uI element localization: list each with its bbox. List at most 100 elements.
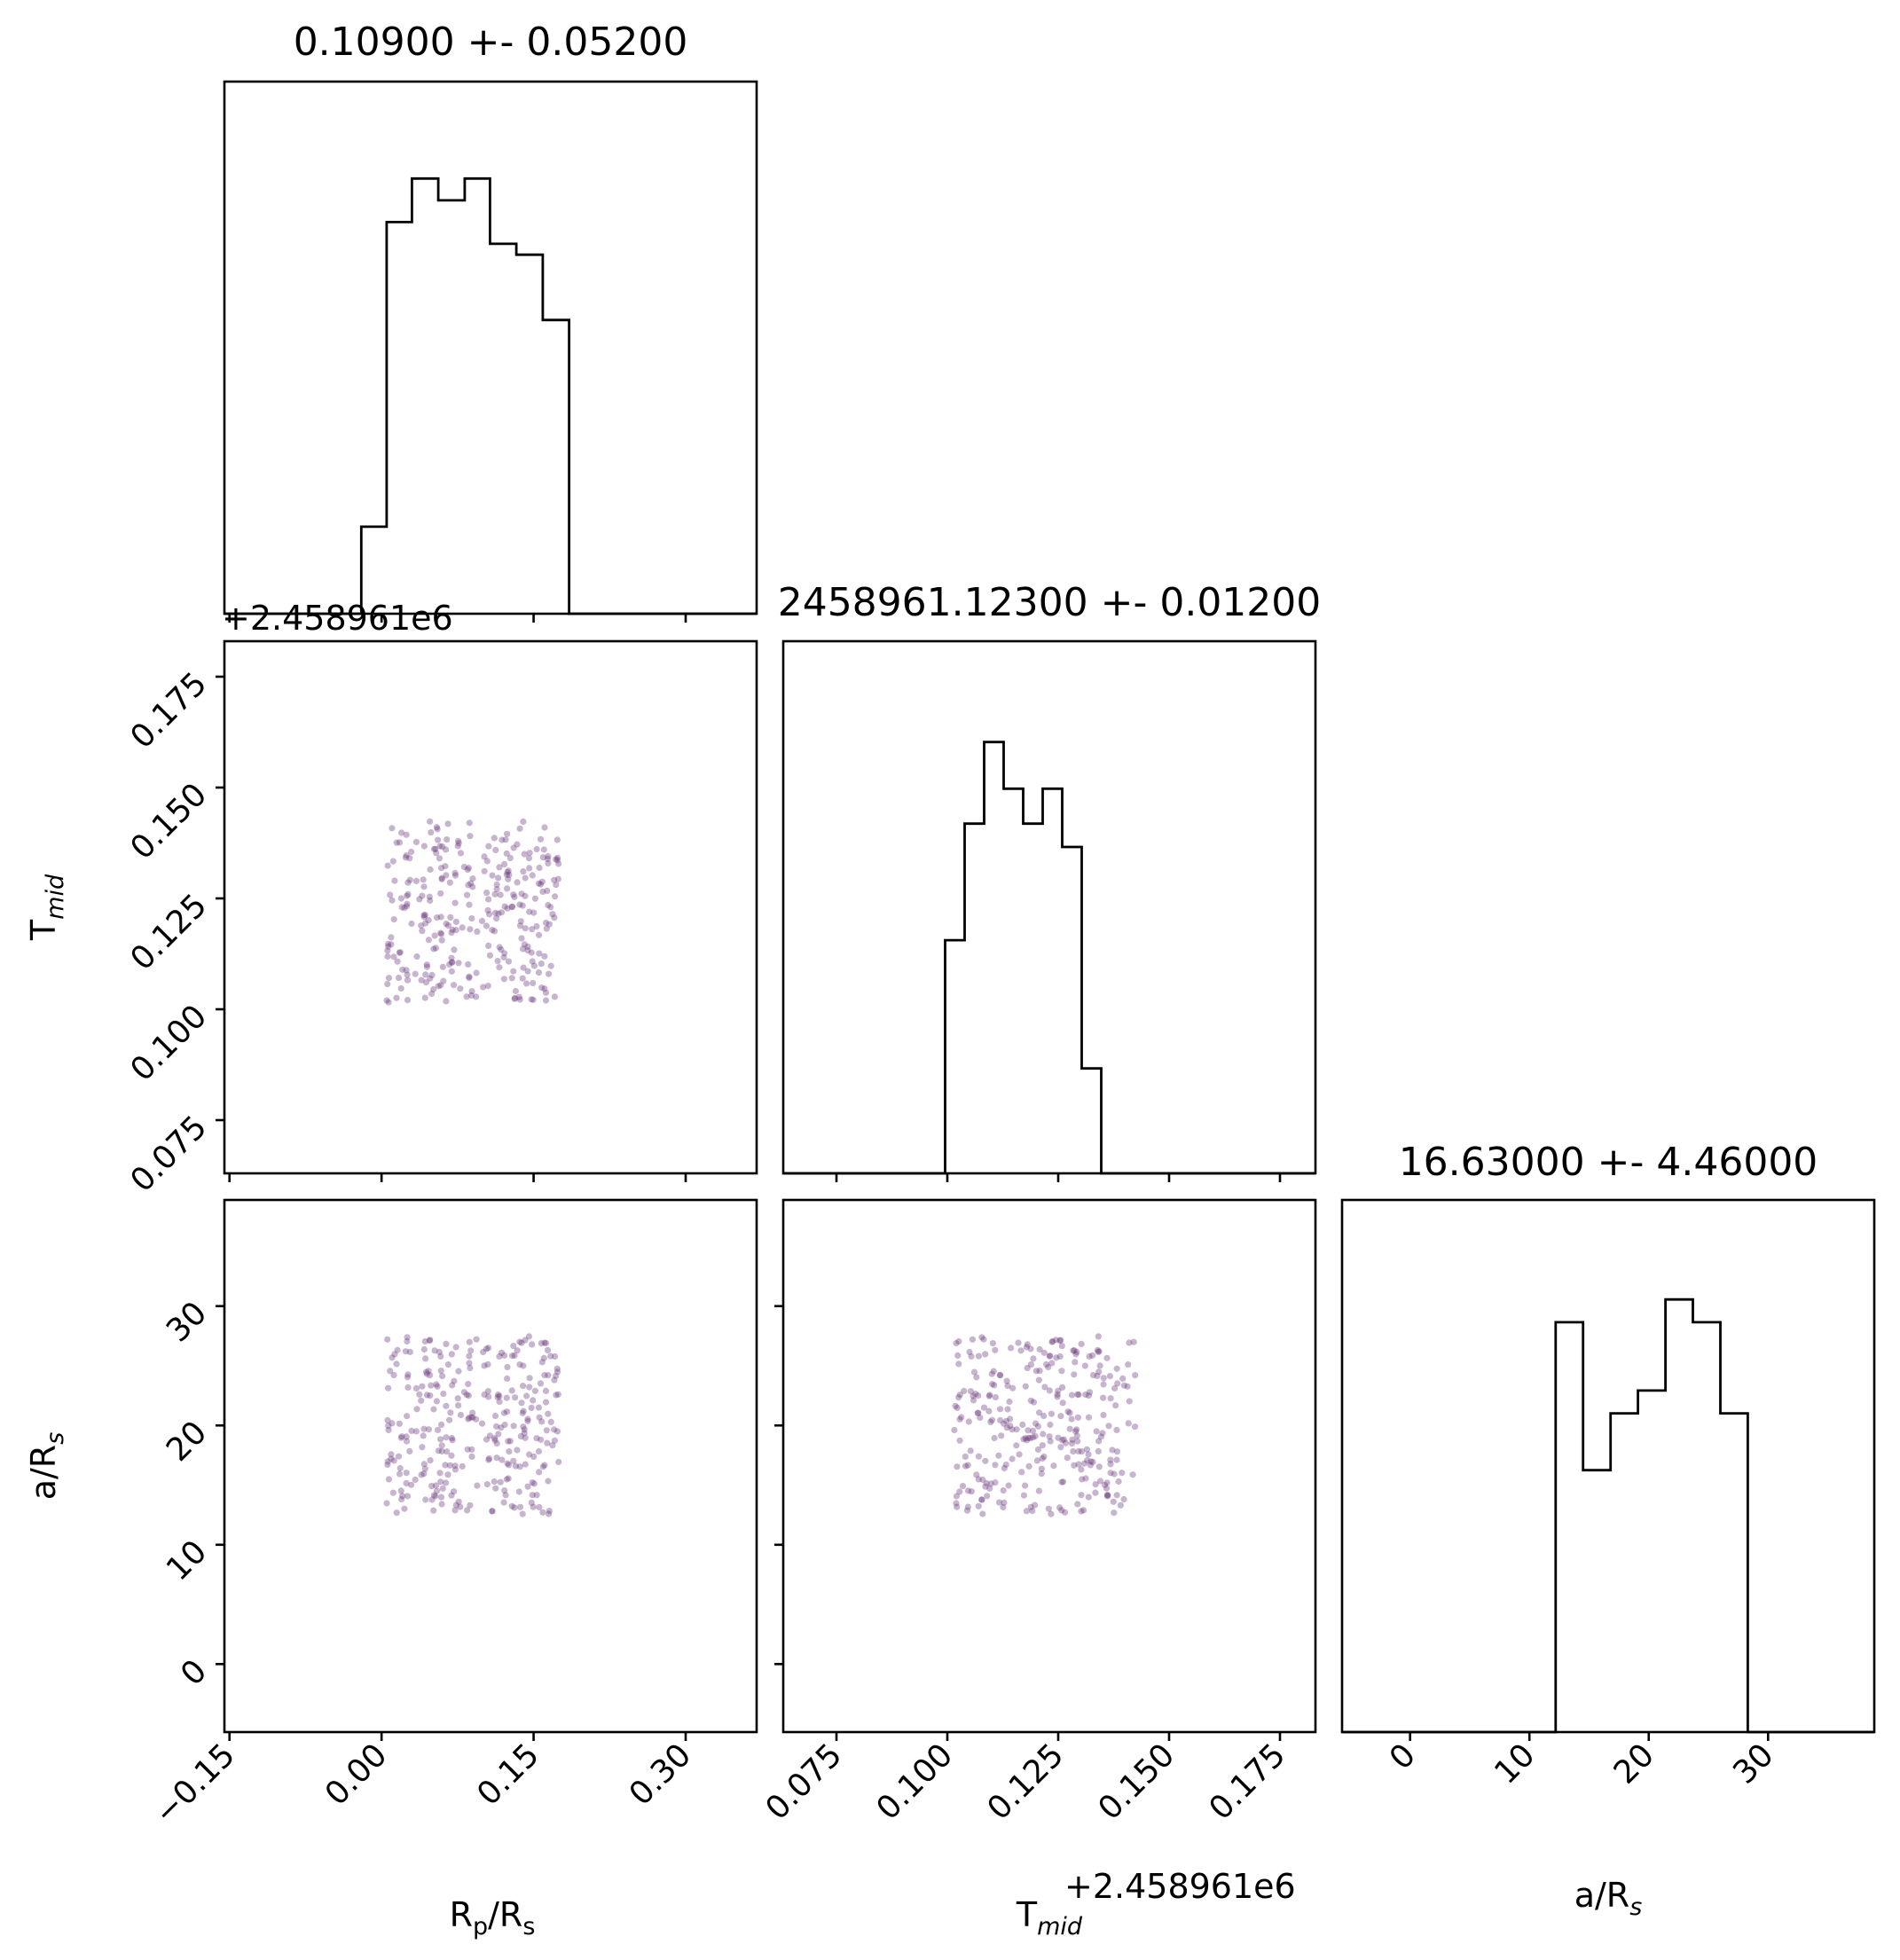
- scatter-point: [549, 911, 556, 918]
- scatter-point: [412, 838, 420, 846]
- scatter-point: [442, 1462, 449, 1469]
- scatter-point: [516, 1338, 523, 1345]
- scatter-point: [406, 855, 413, 862]
- scatter-point: [406, 876, 413, 883]
- scatter-point: [1006, 1398, 1013, 1406]
- scatter-point: [467, 926, 474, 933]
- scatter-point: [1026, 1435, 1034, 1442]
- scatter-point: [457, 850, 465, 857]
- scatter-point: [544, 1346, 552, 1353]
- scatter-point: [514, 1446, 521, 1454]
- scatter-point: [545, 859, 552, 867]
- scatter-point: [1059, 1399, 1066, 1407]
- scatter-point: [467, 992, 475, 999]
- scatter-point: [537, 835, 545, 843]
- scatter-point: [452, 927, 459, 934]
- scatter-point: [1047, 1421, 1054, 1429]
- scatter-point: [396, 1470, 404, 1478]
- scatter-point: [554, 1428, 561, 1435]
- scatter-point: [439, 963, 446, 970]
- scatter-point: [422, 1496, 429, 1503]
- scatter-point: [512, 987, 520, 995]
- scatter-point: [394, 958, 401, 965]
- scatter-point: [389, 1420, 396, 1427]
- scatter-point: [1103, 1485, 1111, 1492]
- ylabel-ars: a/Rs: [24, 1432, 69, 1501]
- scatter-point: [1078, 1492, 1085, 1499]
- scatter-point: [1040, 1349, 1048, 1356]
- scatter-point: [1082, 1391, 1089, 1399]
- scatter-point: [436, 843, 444, 850]
- scatter-point: [491, 835, 498, 842]
- scatter-point: [421, 912, 428, 919]
- scatter-point: [451, 1507, 459, 1514]
- scatter-point: [398, 1495, 405, 1503]
- scatter-point: [497, 1478, 504, 1486]
- scatter-point: [412, 877, 420, 885]
- scatter-point: [1002, 1461, 1009, 1469]
- scatter-point: [1004, 1406, 1011, 1413]
- scatter-point: [401, 1505, 408, 1512]
- x-tick-label: 0.100: [869, 1737, 960, 1827]
- scatter-point: [406, 1447, 413, 1454]
- scatter-point: [404, 1374, 412, 1381]
- scatter-point: [538, 984, 546, 992]
- scatter-point: [956, 1415, 963, 1423]
- scatter-point: [997, 1372, 1004, 1379]
- scatter-point: [1073, 1348, 1080, 1355]
- scatter-point: [469, 1409, 476, 1416]
- scatter-point: [974, 1409, 981, 1416]
- scatter-point: [1074, 1414, 1081, 1421]
- scatter-point: [992, 1462, 999, 1469]
- scatter-point: [431, 932, 438, 939]
- scatter-point: [443, 1340, 450, 1347]
- scatter-point: [467, 1347, 475, 1354]
- scatter-point: [538, 878, 546, 885]
- scatter-point: [1056, 1337, 1064, 1345]
- scatter-point: [959, 1483, 967, 1490]
- scatter-point: [466, 819, 473, 827]
- scatter-point: [485, 843, 492, 850]
- scatter-point: [520, 868, 527, 875]
- scatter-point: [430, 1492, 437, 1499]
- scatter-point: [523, 1392, 530, 1399]
- scatter-point: [387, 1368, 394, 1375]
- scatter-point: [533, 922, 540, 930]
- scatter-point: [432, 945, 439, 952]
- scatter-point: [554, 857, 561, 864]
- scatter-point: [554, 854, 561, 861]
- scatter-point: [500, 1409, 508, 1416]
- scatter-point: [430, 845, 437, 852]
- scatter-point: [408, 1481, 415, 1488]
- scatter-point: [384, 1461, 391, 1469]
- scatter-point: [544, 856, 552, 863]
- scatter-point: [1089, 1372, 1097, 1379]
- scatter-point: [1093, 1428, 1100, 1435]
- scatter-point: [1096, 1362, 1103, 1369]
- scatter-point: [539, 888, 546, 896]
- x-tick-label: 0.175: [1202, 1737, 1292, 1827]
- scatter-point: [1125, 1361, 1132, 1368]
- scatter-point: [404, 1371, 412, 1378]
- scatter-point: [533, 845, 540, 853]
- scatter-point: [426, 893, 433, 900]
- scatter-point: [432, 845, 439, 853]
- scatter-point: [485, 1393, 492, 1400]
- scatter-point: [1087, 1462, 1094, 1469]
- scatter-point: [526, 908, 533, 915]
- scatter-point: [541, 1339, 548, 1346]
- scatter-point: [1060, 1436, 1067, 1443]
- scatter-point: [1048, 1510, 1055, 1517]
- scatter-point: [390, 1457, 397, 1464]
- scatter-point: [385, 1384, 392, 1392]
- scatter-point: [1045, 1363, 1052, 1371]
- scatter-point: [1029, 1427, 1037, 1434]
- scatter-point: [546, 1508, 553, 1515]
- scatter-point: [1045, 1505, 1052, 1512]
- scatter-point: [522, 892, 529, 899]
- scatter-point: [403, 967, 410, 974]
- scatter-point: [437, 913, 444, 921]
- scatter-point: [385, 1426, 392, 1434]
- scatter-point: [1107, 1470, 1114, 1477]
- scatter-point: [1104, 1493, 1111, 1500]
